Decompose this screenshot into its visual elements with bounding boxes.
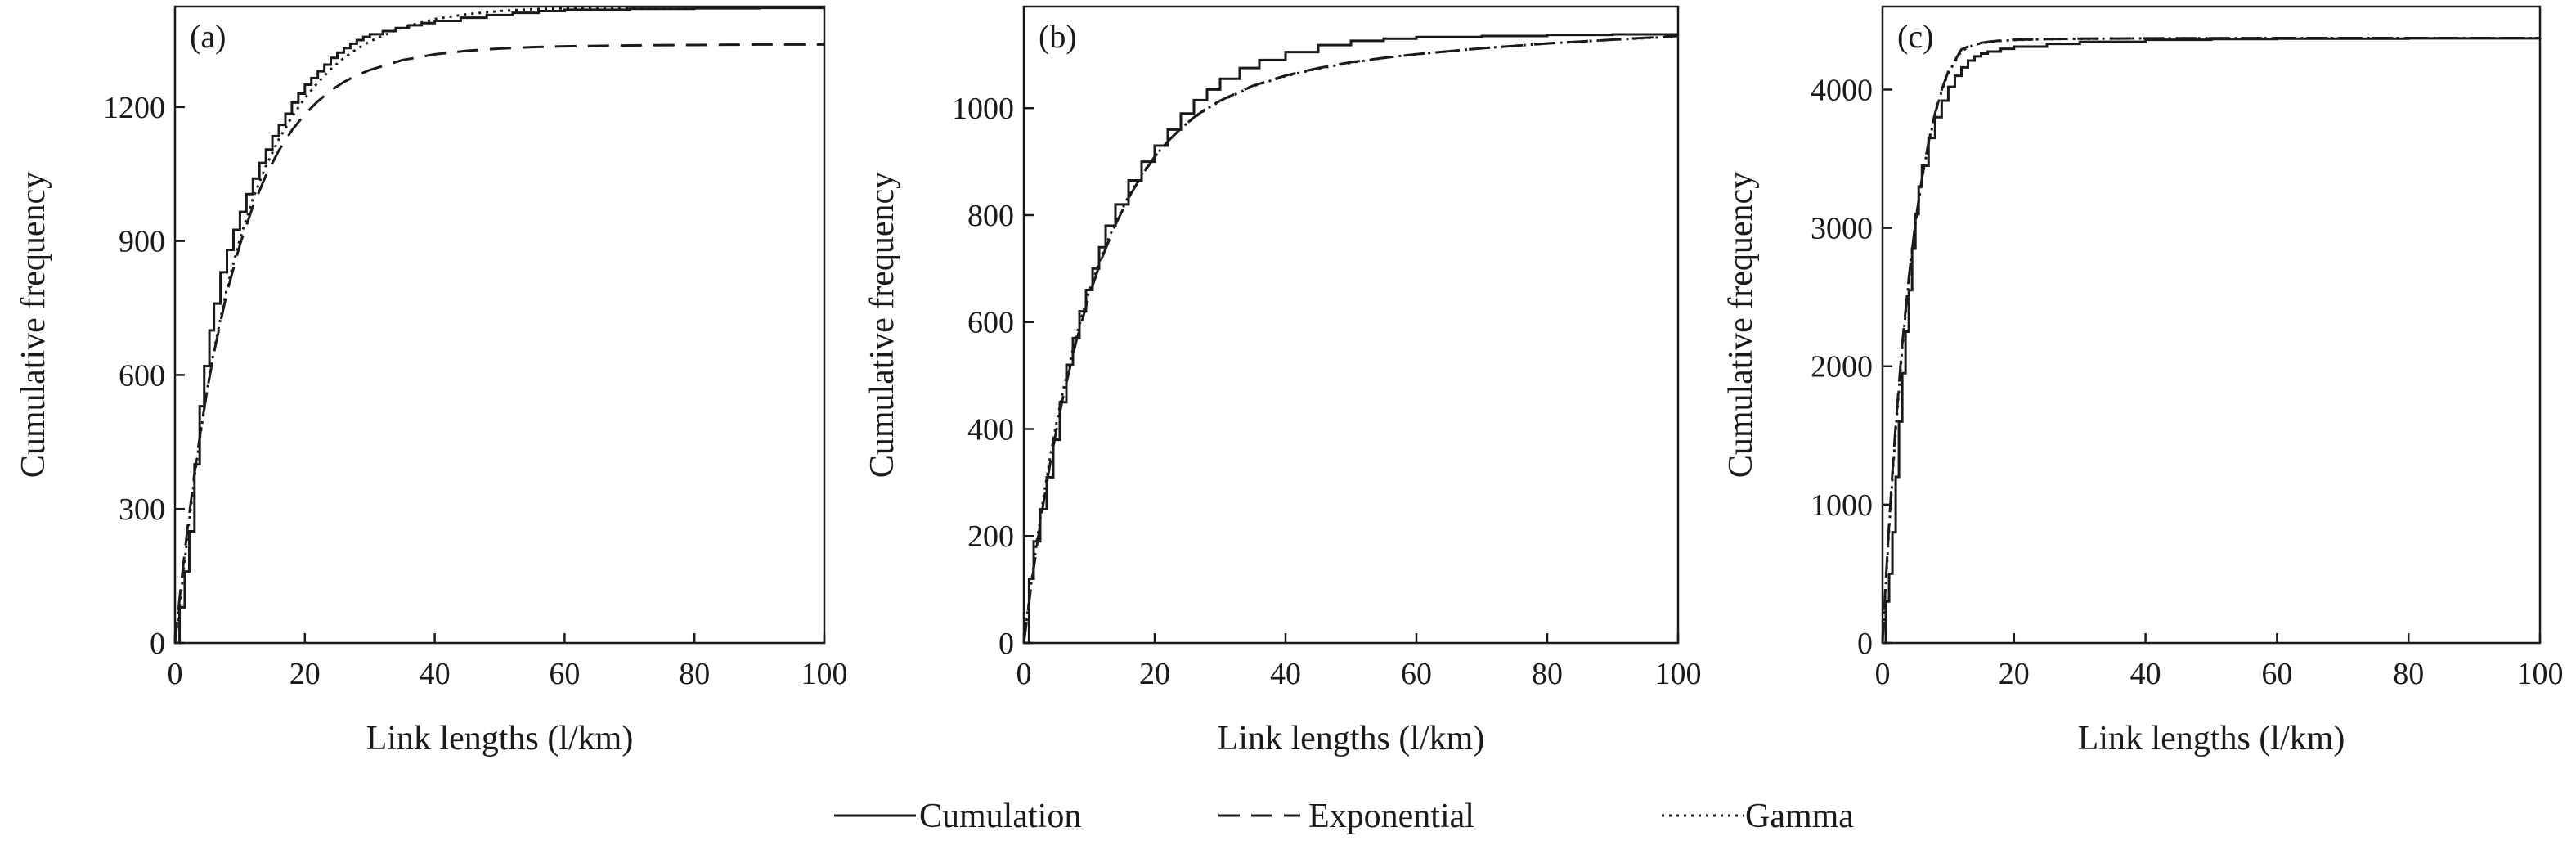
- x-tick-label: 40: [2130, 657, 2161, 691]
- series-exponential-line: [1022, 34, 1679, 644]
- y-tick-label: 900: [119, 225, 165, 259]
- y-tick-label: 1200: [103, 91, 165, 125]
- y-tick-label: 300: [119, 492, 165, 527]
- x-tick-label: 0: [1016, 657, 1032, 691]
- y-tick-label: 1000: [952, 92, 1014, 126]
- y-tick-label: 200: [967, 519, 1014, 554]
- y-tick-label: 600: [119, 358, 165, 393]
- x-tick-label: 20: [1139, 657, 1170, 691]
- legend-label: Gamma: [1745, 798, 1854, 835]
- x-tick-label: 80: [679, 657, 710, 691]
- x-tick-label: 0: [168, 657, 183, 691]
- x-tick-label: 100: [2517, 657, 2564, 691]
- y-tick-label: 0: [1857, 627, 1873, 661]
- legend-item-cumulation: Cumulation: [834, 798, 1081, 835]
- x-tick-label: 100: [1655, 657, 1702, 691]
- y-tick-label: 2000: [1811, 350, 1873, 384]
- x-tick-label: 80: [2393, 657, 2424, 691]
- y-tick-label: 4000: [1811, 73, 1873, 107]
- legend-item-gamma: Gamma: [1662, 798, 1854, 835]
- y-tick-label: 1000: [1811, 488, 1873, 523]
- series-cumulation-line: [1883, 37, 2542, 645]
- x-tick-label: 40: [1270, 657, 1301, 691]
- x-tick-label: 60: [2261, 657, 2292, 691]
- x-axis-label: Link lengths (l/km): [1218, 720, 1485, 757]
- plot-frame: [1022, 5, 1680, 645]
- x-tick-label: 60: [549, 657, 580, 691]
- panel-1: 0 20 40 60 80 100 0 300 600 900 1200 Link lengths (…: [15, 5, 848, 757]
- legend-label: Cumulation: [919, 798, 1081, 835]
- y-tick-label: 0: [150, 627, 165, 661]
- x-tick-label: 80: [1532, 657, 1563, 691]
- legend-label: Exponential: [1308, 798, 1474, 835]
- y-axis-label: Cumulative frequency: [15, 172, 52, 478]
- panel-label: (c): [1897, 18, 1933, 55]
- y-tick-label: 3000: [1811, 212, 1873, 246]
- x-axis-label: Link lengths (l/km): [2078, 720, 2345, 757]
- x-tick-label: 20: [1999, 657, 2030, 691]
- legend-item-exponential: Exponential: [1218, 798, 1474, 835]
- series-cumulation-line: [1024, 33, 1678, 645]
- y-axis-label: Cumulative frequency: [1722, 172, 1760, 478]
- series-gamma-line: [1022, 35, 1679, 644]
- plot-frame: [173, 5, 826, 645]
- series-cumulation-line: [175, 7, 824, 645]
- series-exponential-line: [173, 43, 824, 644]
- plot-frame: [1881, 5, 2542, 645]
- series-gamma-line: [1881, 37, 2540, 644]
- y-tick-label: 600: [967, 306, 1014, 340]
- x-tick-label: 60: [1401, 657, 1432, 691]
- x-axis-label: Link lengths (l/km): [366, 720, 634, 757]
- series-gamma-line: [173, 6, 824, 644]
- y-axis-label: Cumulative frequency: [864, 172, 901, 478]
- y-tick-label: 400: [967, 412, 1014, 447]
- panel-label: (b): [1039, 18, 1077, 55]
- legend: Cumulation Exponential Gamma: [834, 798, 1854, 835]
- x-tick-label: 20: [289, 657, 321, 691]
- series-exponential-line: [1881, 37, 2540, 644]
- y-tick-label: 0: [999, 627, 1014, 661]
- x-tick-label: 100: [801, 657, 848, 691]
- y-tick-label: 800: [967, 199, 1014, 233]
- x-tick-label: 0: [1875, 657, 1891, 691]
- panel-label: (a): [190, 18, 226, 55]
- x-tick-label: 40: [420, 657, 451, 691]
